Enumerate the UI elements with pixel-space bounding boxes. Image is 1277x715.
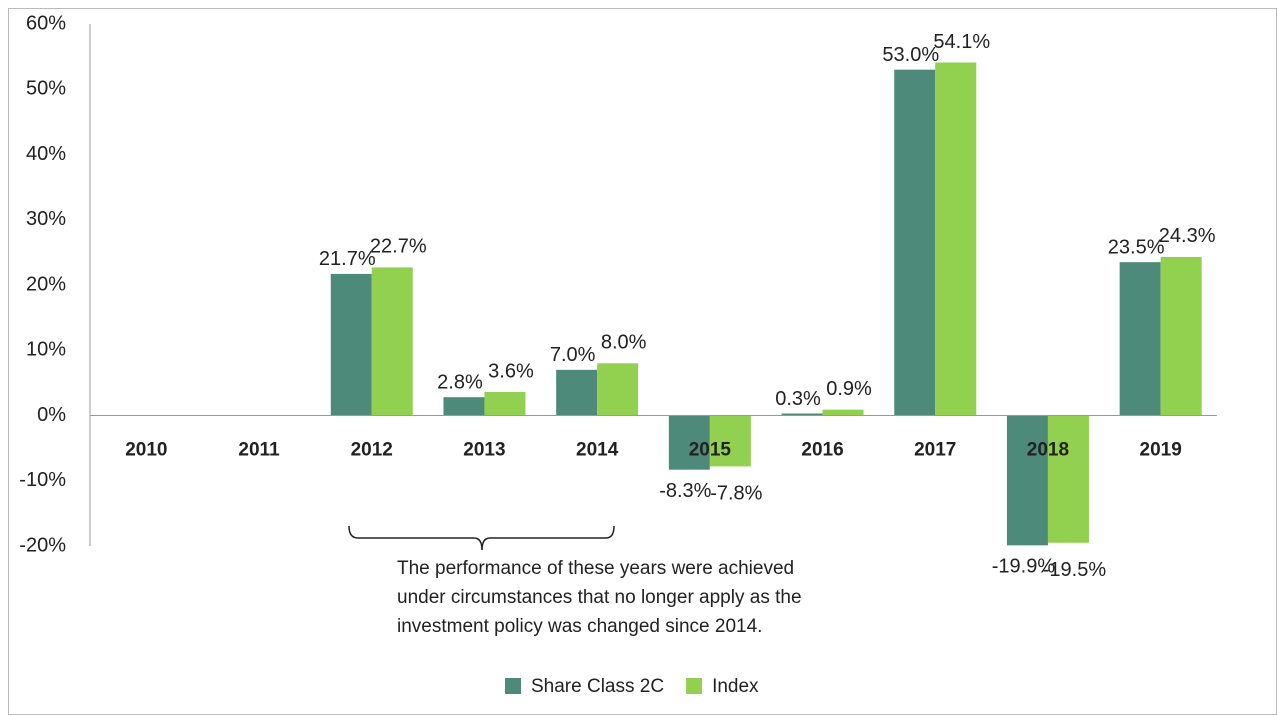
bar (668, 415, 710, 470)
y-tick-label: 10% (26, 339, 66, 361)
value-label: 21.7% (319, 248, 376, 270)
annotation: investment policy was changed since 2014… (397, 616, 762, 637)
legend-swatch (505, 678, 521, 694)
bar (1006, 415, 1048, 546)
value-label: 0.3% (775, 388, 821, 410)
y-tick-label: 20% (26, 273, 66, 295)
value-label: -8.3% (659, 480, 711, 502)
value-label: -7.8% (710, 483, 762, 505)
bar (781, 413, 823, 416)
bar (1160, 256, 1202, 416)
bracket (348, 525, 615, 551)
x-tick-label: 2013 (463, 440, 505, 461)
x-tick-label: 2018 (1027, 440, 1069, 461)
value-label: 2.8% (437, 372, 483, 394)
value-label: 3.6% (488, 360, 534, 382)
y-tick-label: -20% (19, 534, 66, 556)
value-label: 24.3% (1159, 225, 1216, 247)
x-tick-label: 2015 (689, 440, 732, 461)
bar (443, 397, 485, 416)
bar (556, 369, 598, 416)
bar (597, 363, 639, 416)
value-label: 22.7% (370, 236, 427, 258)
value-label: 53.0% (882, 44, 939, 66)
annotation: The performance of these years were achi… (397, 558, 794, 579)
bar (1047, 415, 1089, 543)
value-label: 54.1% (933, 31, 990, 53)
bar (1119, 262, 1161, 416)
x-tick-label: 2011 (238, 440, 280, 461)
value-label: 7.0% (550, 344, 596, 366)
annotation: under circumstances that no longer apply… (397, 587, 802, 608)
x-tick-label: 2010 (125, 440, 167, 461)
legend-label: Share Class 2C (531, 676, 664, 697)
bar (935, 62, 977, 416)
y-tick-label: -10% (19, 469, 66, 491)
bar (484, 392, 526, 416)
bar (371, 267, 413, 416)
y-tick-label: 40% (26, 143, 66, 165)
y-tick-label: 0% (37, 404, 66, 426)
legend-label: Index (712, 676, 759, 697)
y-tick-label: 30% (26, 208, 66, 230)
x-tick-label: 2012 (351, 440, 393, 461)
value-label: 8.0% (601, 332, 647, 354)
value-label: -19.9% (992, 556, 1056, 578)
bar (822, 409, 864, 416)
bar (709, 415, 751, 467)
frame (8, 8, 1277, 715)
bar (330, 273, 372, 416)
y-tick-label: 60% (26, 12, 66, 34)
value-label: -19.5% (1043, 559, 1107, 581)
bar (894, 69, 936, 416)
x-tick-label: 2016 (801, 440, 843, 461)
value-label: 0.9% (826, 378, 872, 400)
value-label: 23.5% (1108, 236, 1165, 258)
x-tick-label: 2017 (914, 440, 956, 461)
x-tick-label: 2014 (576, 440, 619, 461)
legend-swatch (686, 678, 703, 694)
x-tick-label: 2019 (1140, 440, 1182, 461)
y-tick-label: 50% (26, 78, 66, 100)
